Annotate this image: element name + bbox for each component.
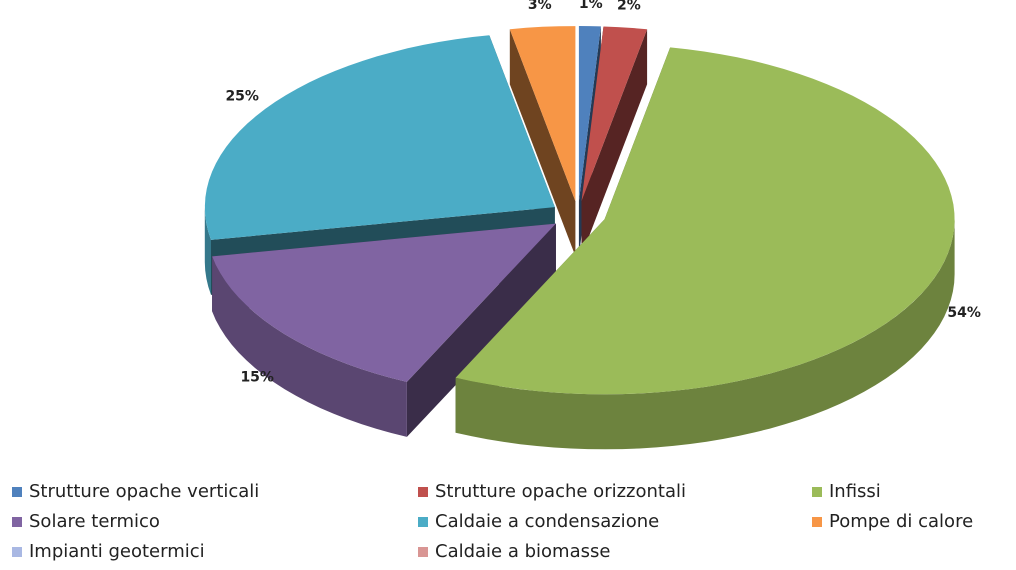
legend-label: Strutture opache orizzontali xyxy=(435,481,686,502)
data-label: 25% xyxy=(225,88,259,104)
slice-side xyxy=(204,207,211,295)
legend-swatch xyxy=(12,487,22,497)
slice xyxy=(455,47,955,395)
data-label: 3% xyxy=(528,0,552,13)
legend-label: Solare termico xyxy=(29,511,160,532)
legend-swatch xyxy=(12,547,22,557)
legend-label: Caldaie a biomasse xyxy=(435,541,610,562)
legend-label: Infissi xyxy=(829,481,881,502)
data-label: 2% xyxy=(617,0,641,14)
slice xyxy=(578,26,601,201)
legend-swatch xyxy=(12,517,22,527)
slice xyxy=(581,26,648,202)
legend-label: Pompe di calore xyxy=(829,511,973,532)
slice xyxy=(509,26,576,202)
slice-side xyxy=(581,29,648,257)
legend-swatch xyxy=(812,487,822,497)
legend-swatch xyxy=(418,517,428,527)
legend-label: Strutture opache verticali xyxy=(29,481,259,502)
slice xyxy=(212,223,556,382)
slice-side xyxy=(212,256,407,437)
slice-side xyxy=(509,29,576,257)
legend-label: Impianti geotermici xyxy=(29,541,205,562)
legend-label: Caldaie a condensazione xyxy=(435,511,659,532)
legend-swatch xyxy=(418,487,428,497)
slice-tops xyxy=(204,26,955,395)
slice-side xyxy=(406,223,556,437)
data-label: 54% xyxy=(947,305,981,321)
slice xyxy=(204,35,555,240)
data-label: 15% xyxy=(240,369,274,385)
legend-swatch xyxy=(418,547,428,557)
slice-side xyxy=(455,219,955,450)
data-label: 1% xyxy=(579,0,603,12)
legend-swatch xyxy=(812,517,822,527)
